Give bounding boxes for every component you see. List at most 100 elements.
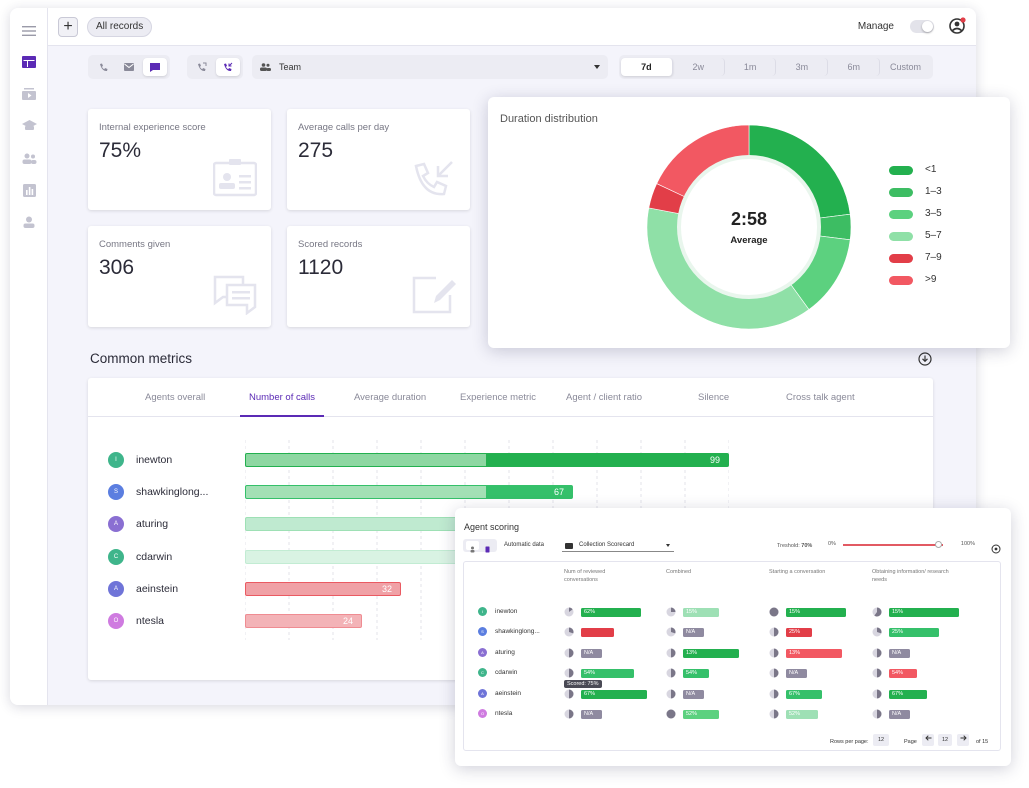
settings-icon[interactable]: [991, 541, 1001, 554]
phone-icon: [99, 63, 107, 71]
incoming-call-button[interactable]: [216, 58, 240, 76]
arrow-right-icon: [960, 735, 967, 741]
agent-name: cdarwin: [136, 550, 173, 563]
scorecard-icon: [485, 546, 490, 553]
menu-icon[interactable]: [21, 24, 37, 38]
filter-bar: Team 7d 2w 1m 3m 6m Custom: [88, 55, 933, 79]
score-bar: 62%: [581, 608, 641, 617]
bar-value-label: 24: [342, 616, 353, 626]
agent-bar[interactable]: [245, 549, 480, 564]
progress-pie-icon: [666, 648, 676, 658]
legend-swatch: [889, 276, 913, 285]
avatar: A: [108, 516, 124, 533]
team-select[interactable]: Team: [252, 55, 608, 79]
education-icon[interactable]: [21, 119, 37, 133]
avatar: A: [478, 688, 487, 698]
email-filter-button[interactable]: [117, 58, 141, 76]
prev-page-button[interactable]: [922, 734, 934, 746]
metrics-tab[interactable]: Silence: [698, 392, 730, 403]
score-bar: 15%: [786, 608, 846, 617]
page-label: Page: [904, 739, 917, 745]
scorecard-select[interactable]: Collection Scorecard: [562, 539, 674, 552]
range-button[interactable]: 1m: [725, 58, 777, 76]
range-button[interactable]: 7d: [621, 58, 673, 76]
metrics-tab[interactable]: Cross talk agent: [786, 392, 855, 403]
progress-pie-icon: [666, 607, 676, 617]
person-view-button[interactable]: [466, 541, 479, 553]
threshold-label: Treshold:: [777, 543, 800, 549]
phone-filter-button[interactable]: [91, 58, 115, 76]
agent-bar[interactable]: 99: [245, 453, 729, 467]
score-bar: N/A: [786, 669, 807, 679]
score-bar: 67%: [581, 689, 647, 699]
add-button[interactable]: +: [58, 17, 78, 37]
next-page-button[interactable]: [957, 734, 969, 746]
download-icon[interactable]: [918, 352, 932, 366]
account-icon[interactable]: [949, 17, 966, 34]
manage-label: Manage: [857, 21, 894, 32]
progress-pie-icon: [769, 689, 779, 699]
metrics-tab[interactable]: Agent / client ratio: [566, 392, 643, 403]
agent-name: cdarwin: [495, 669, 518, 677]
outgoing-call-icon: [198, 62, 207, 72]
agent-bar[interactable]: 32: [245, 581, 401, 596]
avatar: A: [108, 580, 124, 597]
donut-slice[interactable]: [656, 124, 750, 198]
edit-note-icon: [412, 276, 456, 314]
metrics-tab[interactable]: Average duration: [354, 392, 427, 403]
progress-pie-icon: [872, 709, 882, 719]
card-icon: [565, 543, 573, 549]
avatar: C: [478, 668, 487, 678]
score-bar: 13%: [683, 648, 739, 658]
agent-name: aturing: [136, 518, 169, 531]
range-button[interactable]: 2w: [673, 58, 725, 76]
score-bar: [581, 628, 614, 638]
column-header: Combined: [666, 569, 692, 575]
donut-slice[interactable]: [748, 124, 851, 219]
agent-bar[interactable]: 67: [245, 485, 573, 500]
agent-name: inewton: [136, 454, 173, 466]
agent-name: inewton: [495, 608, 518, 615]
agent-bar[interactable]: 24: [245, 614, 362, 628]
manage-toggle[interactable]: [910, 20, 934, 33]
slider-track: [843, 544, 943, 546]
reports-icon[interactable]: [21, 183, 37, 197]
all-records-chip[interactable]: All records: [87, 17, 153, 37]
avatar: S: [108, 484, 124, 501]
slider-thumb[interactable]: [935, 541, 942, 548]
score-bar: 25%: [786, 628, 812, 638]
dashboard-icon[interactable]: [21, 55, 37, 69]
scorecard-view-button[interactable]: [481, 541, 494, 553]
metrics-tab[interactable]: Number of calls: [249, 392, 315, 403]
score-bar: 13%: [786, 648, 842, 658]
metrics-tab[interactable]: Agents overall: [145, 392, 206, 403]
media-icon[interactable]: [21, 87, 37, 101]
duration-average-label: Average: [730, 235, 768, 246]
team-icon[interactable]: [21, 151, 37, 165]
range-button[interactable]: 6m: [828, 58, 881, 76]
metrics-tab[interactable]: Experience metric: [460, 392, 537, 403]
profile-icon[interactable]: [21, 215, 37, 229]
range-button[interactable]: Custom: [890, 62, 922, 72]
page-number-input[interactable]: 12: [938, 734, 952, 746]
chat-filter-button[interactable]: [143, 58, 167, 76]
range-button[interactable]: 3m: [776, 58, 829, 76]
sidebar: [10, 8, 48, 705]
donut-slice[interactable]: [819, 213, 852, 241]
outgoing-call-button[interactable]: [190, 58, 214, 76]
threshold-slider[interactable]: 0% 100%: [828, 541, 975, 549]
rows-per-page-select[interactable]: 12: [873, 734, 889, 746]
score-bar: 54%: [581, 669, 634, 679]
